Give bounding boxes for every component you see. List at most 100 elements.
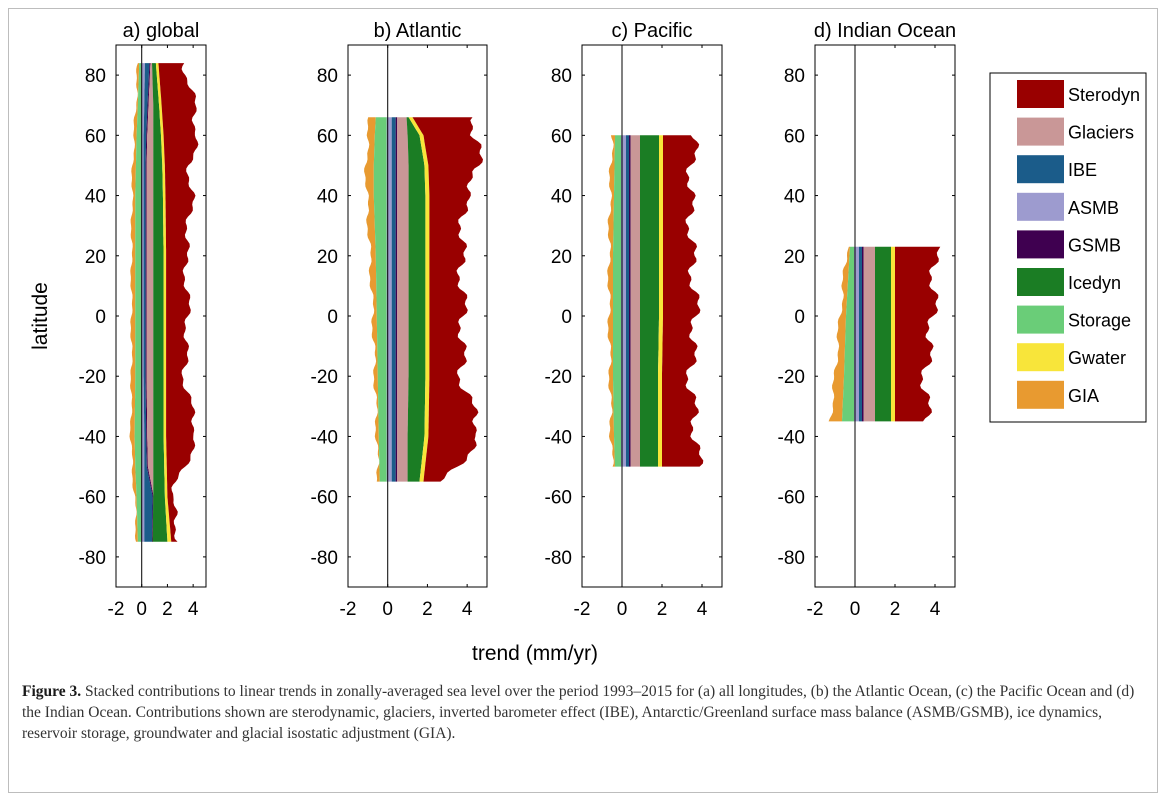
x-axis-label: trend (mm/yr) bbox=[472, 642, 598, 665]
y-axis-label: latitude bbox=[29, 282, 52, 350]
legend-swatch-gia bbox=[1017, 380, 1064, 409]
legend: Sterodyn Glaciers IBE ASMB GSMB Icedyn Storage… bbox=[989, 72, 1147, 423]
band-gsmb bbox=[629, 135, 631, 467]
x-tick-label: 2 bbox=[162, 599, 173, 620]
legend-swatch-ibe bbox=[1017, 155, 1064, 184]
y-tick-label: 20 bbox=[784, 247, 805, 268]
band-storage bbox=[842, 246, 854, 422]
band-icedyn bbox=[406, 117, 426, 482]
y-tick-label: -20 bbox=[545, 367, 572, 388]
legend-label-asmb: ASMB bbox=[1068, 198, 1119, 218]
panel-title: c) Pacific bbox=[611, 20, 692, 42]
legend-box bbox=[989, 72, 1147, 423]
band-gia bbox=[607, 135, 615, 467]
legend-swatch-storage bbox=[1017, 305, 1064, 334]
legend-swatch-glaciers bbox=[1017, 117, 1064, 146]
y-tick-label: 20 bbox=[85, 247, 106, 268]
y-tick-label: -20 bbox=[79, 367, 106, 388]
figure-caption: Figure 3. Stacked contributions to linea… bbox=[22, 681, 1140, 744]
x-tick-label: -2 bbox=[574, 599, 591, 620]
x-tick-label: 0 bbox=[850, 599, 861, 620]
x-tick-label: -2 bbox=[340, 599, 357, 620]
y-tick-label: 80 bbox=[784, 66, 805, 87]
band-gwater bbox=[891, 246, 895, 422]
y-tick-label: 40 bbox=[551, 187, 572, 208]
y-tick-label: 0 bbox=[794, 307, 805, 328]
band-gsmb bbox=[862, 246, 864, 422]
band-ibe bbox=[143, 63, 153, 542]
band-ibe bbox=[626, 135, 629, 467]
x-tick-label: 0 bbox=[382, 599, 393, 620]
band-gia bbox=[129, 63, 140, 542]
legend-label-ibe: IBE bbox=[1068, 160, 1097, 180]
band-gsmb bbox=[145, 63, 154, 542]
x-tick-label: 2 bbox=[657, 599, 668, 620]
y-tick-label: 60 bbox=[784, 126, 805, 147]
band-glaciers bbox=[630, 135, 640, 467]
band-sterodyn bbox=[662, 135, 704, 467]
legend-swatch-asmb bbox=[1017, 192, 1064, 221]
y-tick-label: 60 bbox=[551, 126, 572, 147]
band-sterodyn bbox=[158, 63, 199, 542]
band-glaciers bbox=[397, 117, 409, 482]
panel-title: b) Atlantic bbox=[374, 20, 462, 42]
y-tick-label: 20 bbox=[551, 247, 572, 268]
y-tick-label: 0 bbox=[327, 307, 338, 328]
x-tick-label: 0 bbox=[136, 599, 147, 620]
y-tick-label: 20 bbox=[317, 247, 338, 268]
y-tick-label: -80 bbox=[545, 548, 572, 569]
band-storage bbox=[373, 117, 387, 482]
y-tick-label: -40 bbox=[311, 427, 338, 448]
band-icedyn bbox=[152, 63, 168, 542]
band-gwater bbox=[408, 117, 430, 482]
y-tick-label: 40 bbox=[317, 187, 338, 208]
caption-label: Figure 3. bbox=[22, 683, 82, 700]
band-ibe bbox=[859, 246, 862, 422]
x-tick-label: -2 bbox=[807, 599, 824, 620]
legend-label-gsmb: GSMB bbox=[1068, 235, 1121, 255]
band-gwater bbox=[658, 135, 663, 467]
y-tick-label: 60 bbox=[85, 126, 106, 147]
y-tick-label: -60 bbox=[79, 488, 106, 509]
legend-label-glaciers: Glaciers bbox=[1068, 123, 1134, 143]
panel-title: a) global bbox=[123, 20, 200, 42]
band-glaciers bbox=[146, 63, 154, 542]
x-tick-label: -2 bbox=[108, 599, 125, 620]
legend-label-sterodyn: Sterodyn bbox=[1068, 85, 1140, 105]
y-tick-label: 0 bbox=[95, 307, 106, 328]
y-tick-label: -80 bbox=[311, 548, 338, 569]
x-tick-label: 0 bbox=[617, 599, 628, 620]
band-storage bbox=[134, 63, 142, 542]
y-tick-label: -60 bbox=[545, 488, 572, 509]
legend-label-storage: Storage bbox=[1068, 311, 1131, 331]
band-storage bbox=[613, 135, 621, 467]
x-tick-label: 2 bbox=[890, 599, 901, 620]
legend-label-gia: GIA bbox=[1068, 386, 1099, 406]
y-tick-label: 80 bbox=[317, 66, 338, 87]
x-tick-label: 4 bbox=[930, 599, 941, 620]
y-tick-label: -80 bbox=[778, 548, 805, 569]
y-tick-label: 80 bbox=[551, 66, 572, 87]
legend-swatch-icedyn bbox=[1017, 268, 1064, 296]
band-ibe bbox=[391, 117, 396, 482]
band-gwater bbox=[155, 63, 172, 542]
y-tick-label: -20 bbox=[311, 367, 338, 388]
y-tick-label: -20 bbox=[778, 367, 805, 388]
legend-label-gwater: Gwater bbox=[1068, 348, 1126, 368]
y-tick-label: -80 bbox=[79, 548, 106, 569]
y-tick-label: 40 bbox=[784, 187, 805, 208]
band-gsmb bbox=[395, 117, 398, 482]
y-tick-label: -40 bbox=[545, 427, 572, 448]
band-gia bbox=[364, 117, 380, 482]
band-sterodyn bbox=[412, 117, 483, 482]
legend-swatch-gsmb bbox=[1017, 230, 1064, 259]
y-tick-label: 80 bbox=[85, 66, 106, 87]
x-tick-label: 2 bbox=[422, 599, 433, 620]
band-sterodyn bbox=[895, 246, 941, 422]
x-tick-label: 4 bbox=[188, 599, 199, 620]
